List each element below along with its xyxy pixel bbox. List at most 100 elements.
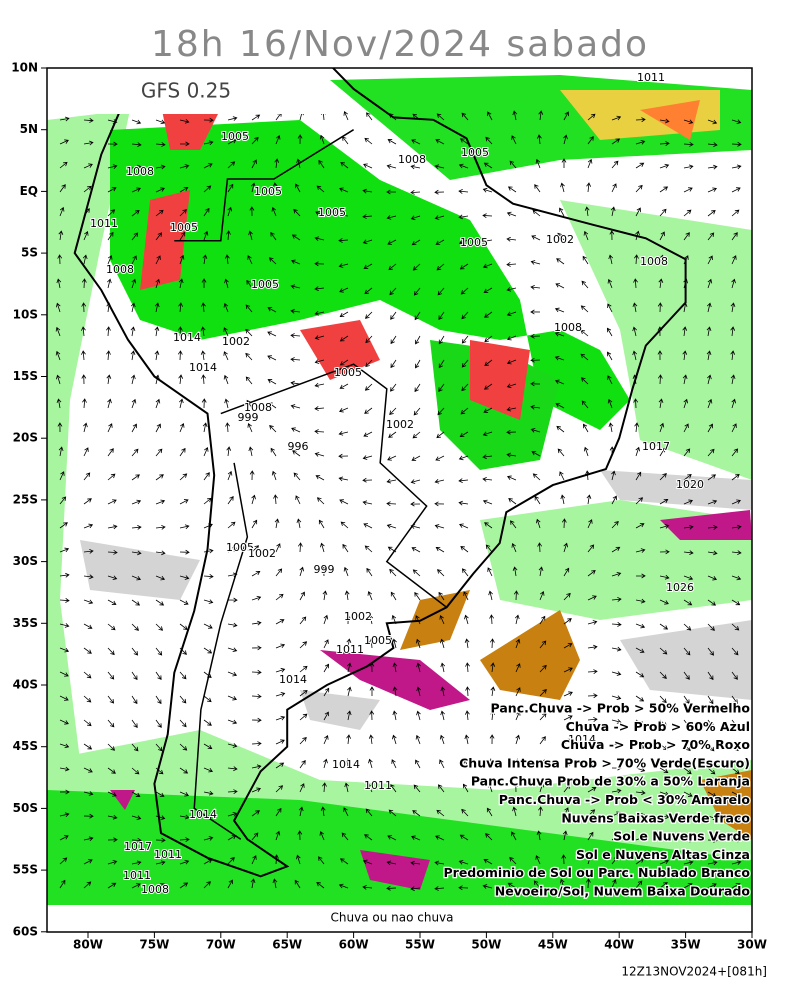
wind-arrow bbox=[223, 302, 229, 313]
wind-arrow bbox=[563, 761, 572, 769]
wind-arrow bbox=[179, 882, 189, 889]
wind-arrow bbox=[707, 860, 718, 866]
wind-arrow bbox=[535, 518, 541, 529]
wind-arrow bbox=[200, 350, 206, 361]
wind-arrow bbox=[460, 545, 469, 553]
wind-arrow bbox=[227, 139, 237, 145]
wind-arrow bbox=[635, 719, 645, 726]
wind-arrow bbox=[364, 137, 373, 145]
wind-arrow bbox=[659, 599, 669, 605]
lat-label: 5S bbox=[21, 246, 38, 260]
wind-arrow bbox=[297, 134, 303, 145]
wind-arrow bbox=[386, 164, 397, 169]
wind-arrow bbox=[250, 182, 256, 193]
wind-arrow bbox=[319, 134, 325, 145]
wind-arrow bbox=[539, 689, 547, 697]
wind-arrow bbox=[81, 350, 86, 361]
wind-arrow bbox=[247, 255, 253, 265]
wind-arrow bbox=[316, 881, 325, 889]
wind-arrow bbox=[369, 638, 374, 649]
wind-arrow bbox=[731, 278, 736, 289]
wind-arrow bbox=[461, 359, 469, 368]
isobar-label: 1011 bbox=[154, 848, 182, 861]
wind-arrow bbox=[368, 734, 374, 745]
wind-arrow bbox=[275, 762, 285, 769]
wind-arrow bbox=[585, 878, 591, 889]
wind-arrow bbox=[634, 422, 640, 433]
wind-arrow bbox=[155, 474, 164, 481]
wind-arrow bbox=[459, 523, 469, 529]
wind-arrow bbox=[683, 837, 694, 843]
wind-arrow bbox=[659, 743, 668, 751]
wind-arrow bbox=[347, 686, 352, 697]
wind-arrow bbox=[59, 857, 68, 865]
wind-arrow bbox=[364, 407, 373, 414]
wind-arrow bbox=[203, 574, 214, 579]
isobar-label: 1002 bbox=[344, 610, 372, 623]
wind-arrow bbox=[731, 743, 739, 752]
wind-arrow bbox=[155, 423, 161, 433]
wind-arrow bbox=[155, 209, 164, 217]
wind-arrow bbox=[345, 758, 351, 769]
lat-label: 40S bbox=[13, 678, 38, 692]
wind-arrow bbox=[154, 350, 160, 361]
wind-arrow bbox=[683, 423, 689, 433]
wind-arrow bbox=[267, 307, 277, 313]
wind-arrow bbox=[131, 474, 140, 481]
wind-arrow bbox=[415, 615, 421, 625]
wind-arrow bbox=[731, 164, 742, 170]
wind-arrow bbox=[107, 767, 116, 774]
wind-arrow bbox=[83, 208, 90, 217]
wind-arrow bbox=[107, 473, 116, 481]
wind-arrow bbox=[484, 311, 493, 318]
legend-entry: Predominio de Sol ou Parc. Nublado Branc… bbox=[444, 865, 751, 880]
wind-arrow bbox=[707, 278, 713, 289]
wind-arrow bbox=[83, 791, 94, 796]
wind-arrow bbox=[83, 836, 94, 842]
wind-arrow bbox=[131, 550, 142, 556]
wind-arrow bbox=[55, 326, 61, 337]
wind-arrow bbox=[227, 789, 238, 794]
wind-arrow bbox=[367, 783, 373, 793]
wind-arrow bbox=[56, 374, 61, 385]
wind-arrow bbox=[59, 879, 66, 889]
wind-arrow bbox=[275, 667, 286, 673]
wind-arrow bbox=[659, 208, 667, 217]
wind-arrow bbox=[392, 734, 397, 745]
wind-arrow bbox=[250, 878, 256, 889]
lat-label: 10S bbox=[13, 307, 38, 321]
wind-arrow bbox=[269, 425, 277, 433]
wind-arrow bbox=[82, 254, 88, 265]
wind-arrow bbox=[294, 879, 301, 889]
wind-arrow bbox=[539, 615, 546, 625]
wind-arrow bbox=[316, 497, 325, 505]
wind-arrow bbox=[83, 422, 88, 433]
wind-arrow bbox=[201, 278, 207, 289]
wind-arrow bbox=[611, 571, 622, 577]
wind-arrow bbox=[275, 715, 286, 721]
wind-arrow bbox=[83, 743, 93, 750]
wind-arrow bbox=[275, 134, 281, 145]
wind-arrow bbox=[506, 286, 517, 292]
wind-arrow bbox=[365, 311, 373, 319]
wind-arrow bbox=[513, 590, 519, 601]
wind-arrow bbox=[314, 406, 325, 411]
wind-arrow bbox=[364, 287, 373, 295]
wind-arrow bbox=[731, 209, 740, 217]
wind-arrow bbox=[606, 327, 613, 337]
wind-arrow bbox=[59, 598, 70, 603]
wind-arrow bbox=[438, 359, 445, 369]
wind-arrow bbox=[155, 837, 166, 843]
wind-arrow bbox=[410, 215, 421, 221]
wind-arrow bbox=[388, 809, 397, 817]
wind-arrow bbox=[483, 407, 493, 413]
run-label: 12Z13NOV2024+[081h] bbox=[621, 965, 767, 979]
wind-arrow bbox=[107, 254, 113, 265]
wind-arrow bbox=[657, 326, 663, 337]
wind-arrow bbox=[562, 830, 568, 841]
wind-arrow bbox=[275, 739, 285, 745]
wind-arrow bbox=[203, 523, 213, 529]
wind-arrow bbox=[506, 236, 517, 242]
wind-arrow bbox=[635, 790, 646, 796]
wind-arrow bbox=[557, 232, 565, 241]
